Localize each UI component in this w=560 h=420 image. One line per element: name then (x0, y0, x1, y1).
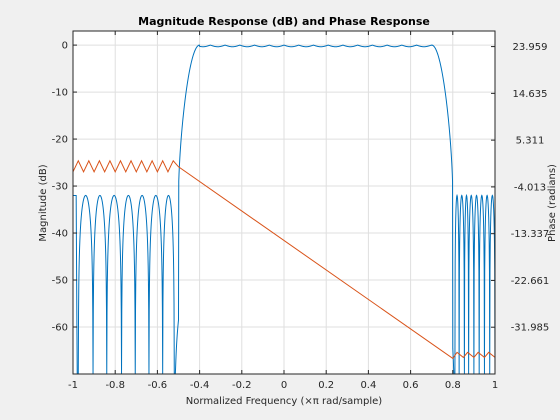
x-axis-label: Normalized Frequency (×π rad/sample) (186, 396, 383, 407)
y-tick-label-left: 0 (62, 41, 68, 52)
y-axis-right: 23.959 14.635 5.311 -4.013 -13.337 -22.661 -31… (491, 42, 549, 334)
x-tick-label: 1 (492, 380, 498, 391)
y-tick-label-right: -31.985 (511, 323, 550, 334)
x-tick-label: -0.2 (232, 380, 252, 391)
y-tick-label-right: -22.661 (511, 276, 550, 287)
x-tick-label: -0.4 (190, 380, 210, 391)
y-axis-left: 0 -10 -20 -30 -40 -50 -60 (52, 41, 77, 334)
y-tick-label-left: -60 (52, 323, 68, 334)
x-tick-label: 0 (281, 380, 287, 391)
x-tick-label: -0.6 (148, 380, 168, 391)
y-tick-label-right: 14.635 (513, 89, 548, 100)
x-tick-label: 0.4 (360, 380, 376, 391)
y-tick-label-left: -10 (52, 88, 68, 99)
y-axis-right-label: Phase (radians) (547, 164, 558, 242)
y-tick-label-right: 5.311 (516, 136, 545, 147)
x-tick-label: -0.8 (105, 380, 125, 391)
x-tick-label: 0.8 (445, 380, 461, 391)
x-tick-label: 0.6 (403, 380, 419, 391)
y-tick-label-left: -50 (52, 276, 68, 287)
y-tick-label-left: -20 (52, 135, 68, 146)
y-tick-label-right: -4.013 (514, 182, 546, 193)
y-axis-left-label: Magnitude (dB) (38, 164, 49, 241)
x-tick-label: 0.2 (318, 380, 334, 391)
y-tick-label-left: -30 (52, 182, 68, 193)
series-layer (72, 44, 496, 375)
y-tick-label-right: -13.337 (511, 229, 550, 240)
y-tick-label-left: -40 (52, 229, 68, 240)
y-tick-label-right: 23.959 (513, 42, 548, 53)
phase-series-line (72, 159, 496, 360)
chart-title: Magnitude Response (dB) and Phase Respon… (138, 15, 430, 28)
x-tick-label: -1 (68, 380, 78, 391)
magnitude-series-line (73, 44, 496, 375)
x-axis: -1 -0.8 -0.6 -0.4 -0.2 0 0.2 0.4 0.6 0.8 1 (68, 31, 498, 391)
